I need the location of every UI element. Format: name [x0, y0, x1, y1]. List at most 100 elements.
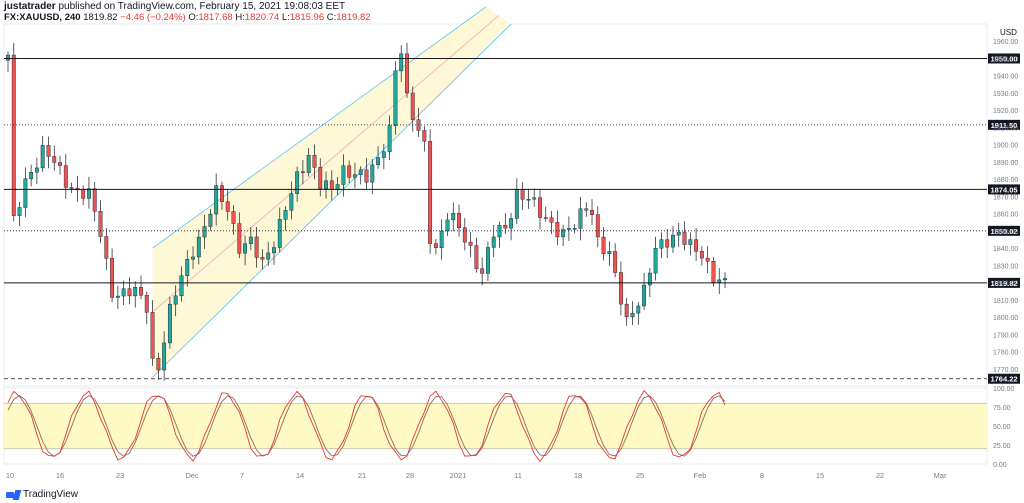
candle[interactable]: [92, 182, 97, 222]
candle[interactable]: [6, 51, 10, 73]
candle[interactable]: [162, 331, 167, 381]
candle[interactable]: [613, 243, 618, 278]
candle[interactable]: [110, 248, 115, 303]
candle[interactable]: [543, 206, 548, 222]
candle[interactable]: [410, 86, 415, 132]
candle[interactable]: [520, 182, 525, 211]
candle[interactable]: [566, 216, 571, 241]
candle[interactable]: [133, 281, 138, 308]
candle[interactable]: [381, 143, 386, 170]
candle[interactable]: [387, 115, 392, 161]
candle[interactable]: [179, 266, 184, 302]
candle[interactable]: [295, 166, 300, 202]
candle[interactable]: [659, 232, 664, 259]
candle[interactable]: [711, 257, 716, 287]
candle[interactable]: [191, 246, 195, 270]
candle[interactable]: [699, 246, 704, 266]
candle[interactable]: [497, 221, 502, 248]
candle[interactable]: [144, 291, 149, 325]
candle[interactable]: [595, 206, 600, 248]
candle[interactable]: [347, 160, 352, 184]
candle[interactable]: [723, 272, 727, 289]
candle[interactable]: [474, 237, 479, 273]
candle[interactable]: [405, 42, 409, 98]
candle[interactable]: [202, 214, 207, 249]
candle[interactable]: [468, 231, 473, 258]
candle[interactable]: [254, 227, 259, 268]
candle[interactable]: [618, 261, 623, 316]
candle[interactable]: [399, 45, 404, 83]
candle[interactable]: [46, 136, 51, 169]
candle[interactable]: [272, 241, 276, 265]
candle[interactable]: [306, 148, 311, 177]
candle[interactable]: [69, 182, 74, 193]
candle[interactable]: [636, 302, 641, 325]
candle[interactable]: [624, 298, 629, 326]
candle[interactable]: [532, 188, 537, 207]
candle[interactable]: [34, 157, 39, 185]
candle[interactable]: [185, 250, 190, 287]
candle[interactable]: [104, 227, 109, 271]
candle[interactable]: [682, 221, 687, 251]
candle[interactable]: [509, 212, 513, 241]
candle[interactable]: [312, 144, 317, 180]
candle[interactable]: [491, 224, 496, 258]
candle[interactable]: [358, 166, 363, 185]
candle[interactable]: [11, 43, 16, 222]
candle[interactable]: [127, 277, 132, 305]
candle[interactable]: [486, 241, 490, 281]
candle[interactable]: [538, 188, 542, 230]
candle[interactable]: [370, 158, 375, 195]
candle[interactable]: [422, 125, 427, 152]
candle[interactable]: [283, 206, 288, 231]
candle[interactable]: [653, 236, 658, 281]
candle[interactable]: [29, 164, 34, 187]
candle[interactable]: [214, 173, 219, 226]
candle[interactable]: [630, 301, 635, 326]
candle[interactable]: [433, 238, 438, 255]
candle[interactable]: [578, 196, 583, 241]
candle[interactable]: [150, 300, 155, 366]
candle[interactable]: [87, 176, 91, 209]
candle[interactable]: [671, 225, 675, 253]
candle[interactable]: [231, 205, 236, 235]
candle[interactable]: [572, 224, 577, 234]
candle[interactable]: [243, 235, 248, 266]
candle[interactable]: [237, 212, 242, 259]
candle[interactable]: [705, 246, 710, 274]
candle[interactable]: [601, 227, 606, 261]
candle[interactable]: [17, 201, 22, 227]
candle[interactable]: [445, 213, 450, 236]
candle[interactable]: [549, 210, 554, 234]
candle[interactable]: [173, 285, 178, 317]
channel-lower-line[interactable]: [152, 23, 512, 378]
channel-upper-line[interactable]: [152, 6, 487, 249]
candle[interactable]: [642, 273, 646, 310]
candle[interactable]: [208, 208, 213, 231]
candle[interactable]: [115, 285, 120, 309]
candle[interactable]: [58, 155, 62, 175]
candle[interactable]: [289, 181, 294, 220]
candle[interactable]: [81, 185, 86, 206]
currency-label[interactable]: USD: [1000, 28, 1017, 37]
candle[interactable]: [376, 146, 381, 169]
candle[interactable]: [260, 249, 265, 270]
candle[interactable]: [220, 181, 224, 210]
candle[interactable]: [607, 241, 612, 266]
candle[interactable]: [439, 219, 444, 260]
candle[interactable]: [688, 232, 693, 256]
candle[interactable]: [694, 228, 699, 262]
candle[interactable]: [23, 167, 28, 218]
candle[interactable]: [462, 218, 467, 251]
candle[interactable]: [480, 257, 485, 286]
candle[interactable]: [98, 200, 103, 244]
candle[interactable]: [40, 135, 45, 172]
publisher-name[interactable]: justatrader: [4, 1, 56, 12]
candle[interactable]: [196, 229, 201, 265]
candle[interactable]: [300, 159, 305, 185]
candle[interactable]: [139, 275, 143, 300]
candle[interactable]: [665, 229, 670, 258]
candle[interactable]: [156, 352, 161, 380]
candle[interactable]: [277, 207, 282, 253]
